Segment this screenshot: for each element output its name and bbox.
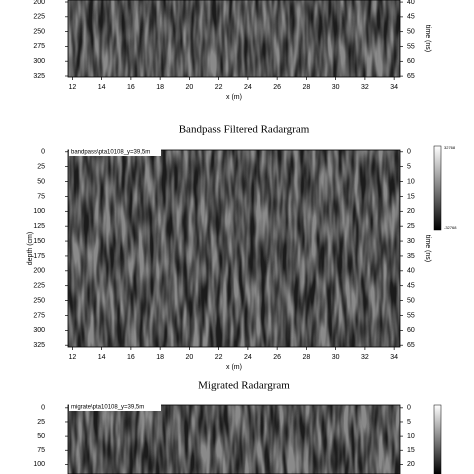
y-tick-label: 200 [33,268,45,275]
x-tick-label: 32 [361,354,369,361]
panel-title: Migrated Radargram [198,380,290,392]
x-tick-label: 34 [390,354,398,361]
x-tick-label: 14 [98,354,106,361]
y-tick-label: 300 [33,58,45,65]
x-axis-label: x (m) [226,364,242,371]
x-tick-label: 22 [215,354,223,361]
y-tick-label: 50 [37,433,45,440]
y-tick-label: 325 [33,342,45,349]
y2-tick-label: 5 [407,419,411,426]
y-tick-label: 25 [37,164,45,171]
y2-tick-label: 60 [407,327,415,334]
x-tick-label: 24 [244,84,252,91]
y2-tick-label: 20 [407,208,415,215]
y2-tick-label: 45 [407,14,415,21]
panel-label-bg [69,403,161,411]
radargram [68,0,400,77]
y2-tick-label: 65 [407,342,415,349]
y2-tick-label: 0 [407,149,411,156]
y2-tick-label: 40 [407,0,415,6]
panel-label-bg [69,148,161,156]
x-tick-label: 30 [332,84,340,91]
y2-axis-label: time (ns) [424,235,431,262]
x-tick-label: 14 [98,84,106,91]
x-tick-label: 22 [215,84,223,91]
y-tick-label: 125 [33,223,45,230]
y-tick-label: 25 [37,419,45,426]
y-tick-label: 175 [33,253,45,260]
y-tick-label: 0 [41,149,45,156]
y2-tick-label: 35 [407,253,415,260]
x-tick-label: 32 [361,84,369,91]
y2-tick-label: 0 [407,405,411,412]
y-tick-label: 100 [33,461,45,468]
y2-tick-label: 25 [407,223,415,230]
y-tick-label: 75 [37,193,45,200]
x-tick-label: 26 [273,84,281,91]
y-tick-label: 100 [33,208,45,215]
x-tick-label: 16 [127,84,135,91]
x-tick-label: 20 [185,354,193,361]
y-tick-label: 275 [33,312,45,319]
x-axis-label: x (m) [226,94,242,101]
x-tick-label: 30 [332,354,340,361]
y2-tick-label: 65 [407,73,415,80]
y2-tick-label: 15 [407,447,415,454]
colorbar-label: 32768 [444,145,456,150]
y-tick-label: 75 [37,447,45,454]
x-tick-label: 20 [185,84,193,91]
plot-frame [67,149,401,348]
panel-label: migrate\pta10108_y=39,5m [71,405,144,411]
y2-tick-label: 55 [407,312,415,319]
x-tick-label: 16 [127,354,135,361]
x-tick-label: 18 [156,354,164,361]
y-tick-label: 250 [33,28,45,35]
y2-tick-label: 45 [407,283,415,290]
y-tick-label: 225 [33,283,45,290]
y-tick-label: 275 [33,43,45,50]
colorbar [433,404,442,474]
y2-tick-label: 5 [407,164,411,171]
y-tick-label: 150 [33,238,45,245]
y2-axis-label: time (ns) [424,25,431,52]
colorbar [433,145,442,231]
y-axis-label: depth (cm) [27,232,34,265]
y2-tick-label: 15 [407,193,415,200]
y-tick-label: 200 [33,0,45,6]
y2-tick-label: 10 [407,178,415,185]
y2-tick-label: 55 [407,43,415,50]
y2-tick-label: 20 [407,461,415,468]
x-tick-label: 34 [390,84,398,91]
y-tick-label: 325 [33,73,45,80]
y2-tick-label: 50 [407,297,415,304]
x-tick-label: 24 [244,354,252,361]
y-tick-label: 300 [33,327,45,334]
x-tick-label: 28 [302,354,310,361]
plot-frame [67,404,401,474]
y2-tick-label: 50 [407,29,415,36]
y-tick-label: 50 [37,178,45,185]
y-tick-label: 225 [33,14,45,21]
y2-tick-label: 10 [407,433,415,440]
radargram [68,150,400,347]
y-tick-label: 0 [41,405,45,412]
panel-title: Bandpass Filtered Radargram [179,124,310,136]
x-tick-label: 28 [302,84,310,91]
colorbar-label: -32768 [444,225,457,230]
y-tick-label: 250 [33,297,45,304]
y2-tick-label: 60 [407,58,415,65]
plot-frame [67,0,401,78]
panel-label: bandpass\pta10108_y=39,5m [71,150,150,156]
x-tick-label: 18 [156,84,164,91]
x-tick-label: 26 [273,354,281,361]
radargram [68,405,400,474]
x-tick-label: 12 [68,84,76,91]
x-tick-label: 12 [68,354,76,361]
y2-tick-label: 30 [407,238,415,245]
y2-tick-label: 40 [407,268,415,275]
